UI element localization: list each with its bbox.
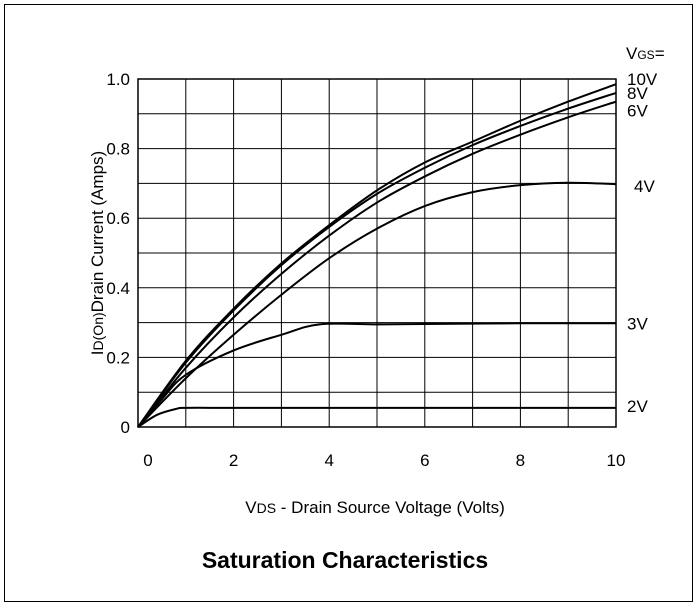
series-line-3v [137,322,617,428]
series-line-4v [137,181,617,428]
series-lines [137,83,617,428]
x-tick-label: 10 [607,451,626,470]
figure-frame [4,4,693,602]
y-tick-label: 0 [121,418,130,437]
x-tick-label: 6 [420,451,429,470]
y-tick-label: 1.0 [106,70,130,89]
series-label-4v: 4V [634,177,655,196]
series-label-6v: 6V [627,102,648,121]
series-line-10v [137,83,617,428]
y-tick-label: 0.6 [106,209,130,228]
y-tick-label: 0.8 [106,140,130,159]
series-label-3v: 3V [627,314,648,333]
y-tick-label: 0.2 [106,348,130,367]
plot-border [137,78,617,428]
y-axis-ticks: 0 0.2 0.4 0.6 0.8 1.0 [106,70,130,437]
series-line-8v [137,91,617,428]
series-label-2v: 2V [627,397,648,416]
series-line-6v [137,100,617,428]
x-axis-label: VDS - Drain Source Voltage (Volts) [245,498,504,517]
y-axis-label: ID(On)Drain Current (Amps) [88,151,107,355]
series-label-8v: 8V [627,84,648,103]
y-tick-label: 0.4 [106,279,130,298]
x-tick-label: 8 [516,451,525,470]
series-line-2v [137,406,616,428]
chart-title: Saturation Characteristics [202,547,488,573]
x-tick-label: 0 [143,451,152,470]
legend-title: VGS= [626,44,665,63]
x-tick-label: 2 [229,451,238,470]
x-axis-ticks: 0 2 4 6 8 10 [143,451,625,470]
x-tick-label: 4 [324,451,333,470]
series-label-10v: 10V [627,70,658,89]
grid [138,79,616,427]
